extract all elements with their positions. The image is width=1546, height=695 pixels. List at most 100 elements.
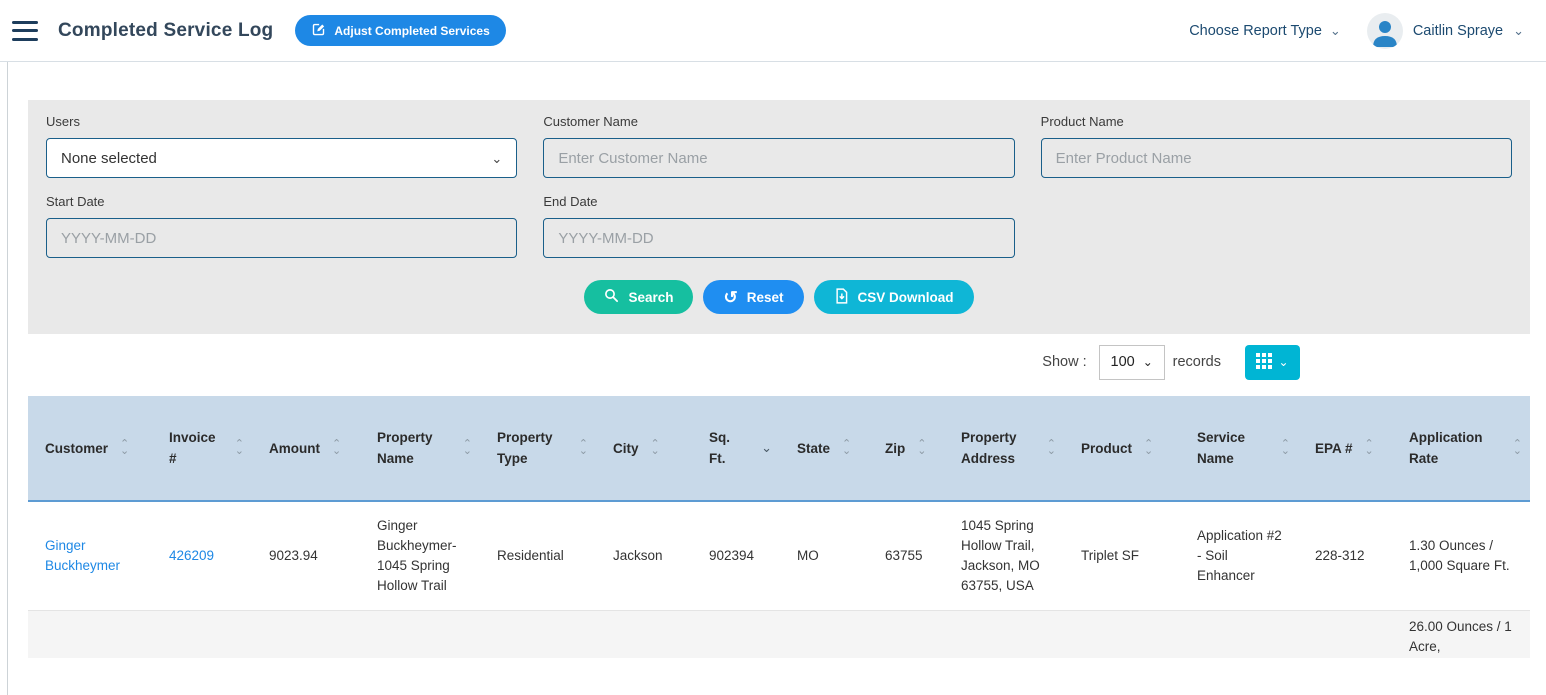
filter-panel: Users None selected ⌄ Customer Name Prod… — [28, 100, 1530, 334]
user-name: Caitlin Spraye — [1412, 22, 1504, 39]
sort-icon: ⌃ ⌄ — [650, 438, 660, 457]
search-icon — [604, 288, 619, 306]
column-header-city[interactable]: City ⌃ ⌄ — [596, 396, 692, 502]
cell-invoice — [152, 611, 252, 658]
customer-name-field: Customer Name — [543, 114, 1015, 178]
column-label: Sq. Ft. — [709, 430, 731, 466]
users-label: Users — [46, 114, 80, 129]
cell-application-rate: 1.30 Ounces / 1,000 Square Ft. — [1409, 538, 1510, 573]
product-name-input[interactable] — [1040, 138, 1512, 178]
column-label: Amount — [269, 440, 320, 456]
cell-product — [1064, 611, 1180, 658]
cell-property-address — [944, 611, 1064, 658]
chevron-down-icon: ⌄ — [491, 150, 503, 166]
column-settings-button[interactable]: ⌄ — [1245, 344, 1300, 380]
column-label: Property Address — [961, 430, 1017, 466]
sort-icon: ⌃ ⌄ — [234, 438, 244, 457]
cell-state — [780, 611, 868, 658]
start-date-input[interactable] — [46, 218, 518, 258]
choose-report-type-dropdown[interactable]: Choose Report Type ⌄ — [1189, 22, 1341, 39]
column-label: Property Name — [377, 430, 433, 466]
reset-icon: ↺ — [723, 287, 738, 307]
cell-customer: Ginger Buckheymer — [28, 501, 152, 611]
csv-download-button[interactable]: CSV Download — [813, 280, 974, 314]
column-label: Application Rate — [1409, 430, 1483, 466]
cell-product: Triplet SF — [1081, 548, 1140, 563]
users-field: Users None selected ⌄ — [46, 114, 518, 178]
sort-icon: ⌃ ⌄ — [1046, 438, 1056, 457]
cell-property-type: Residential — [497, 548, 564, 563]
records-toolbar: Show : 100 ⌄ records ⌄ — [0, 342, 1300, 382]
cell-property-name — [360, 611, 480, 658]
cell-state: MO — [797, 548, 819, 563]
hamburger-menu-icon[interactable] — [12, 20, 38, 41]
cell-property-name: Ginger Buckheymer-1045 Spring Hollow Tra… — [377, 518, 457, 593]
column-header-zip[interactable]: Zip ⌃ ⌄ — [868, 396, 944, 502]
customer-name-input[interactable] — [543, 138, 1015, 178]
completed-services-table: Customer ⌃ ⌄ Invoice # ⌃ ⌄ Amount ⌃ ⌄ Property Na… — [28, 396, 1530, 658]
chevron-down-icon: ⌄ — [1142, 355, 1153, 369]
sort-icon: ⌃ ⌄ — [1364, 438, 1374, 457]
page-title: Completed Service Log — [58, 19, 274, 41]
reset-button[interactable]: ↺ Reset — [703, 280, 804, 314]
sort-icon: ⌃ ⌄ — [1144, 438, 1154, 457]
users-select[interactable]: None selected ⌄ — [46, 138, 518, 178]
show-label: Show : — [1042, 354, 1087, 370]
cell-property-address: 1045 Spring Hollow Trail, Jackson, MO 63… — [961, 518, 1040, 593]
chevron-down-icon: ⌄ — [1513, 23, 1524, 38]
adjust-completed-services-button[interactable]: Adjust Completed Services — [295, 15, 506, 46]
end-date-label: End Date — [543, 194, 598, 209]
column-header-property-type[interactable]: Property Type ⌃ ⌄ — [480, 396, 596, 502]
cell-amount: 9023.94 — [269, 548, 318, 563]
app-header: Completed Service Log Adjust Completed S… — [0, 0, 1546, 62]
column-label: Customer — [45, 440, 109, 456]
table-header-row: Customer ⌃ ⌄ Invoice # ⌃ ⌄ Amount ⌃ ⌄ Property Na… — [28, 396, 1530, 502]
column-label: Zip — [885, 440, 906, 456]
cell-service-name: Application #2 - Soil Enhancer — [1197, 528, 1282, 583]
product-name-label: Product Name — [1040, 114, 1124, 129]
chevron-down-icon: ⌄ — [1329, 23, 1341, 38]
column-header-customer[interactable]: Customer ⌃ ⌄ — [28, 396, 152, 502]
sort-desc-icon: ⌄ — [761, 440, 772, 455]
column-header-product[interactable]: Product ⌃ ⌄ — [1064, 396, 1180, 502]
product-name-field: Product Name — [1040, 114, 1512, 178]
sort-icon: ⌃ ⌄ — [1280, 438, 1290, 457]
column-label: City — [613, 440, 639, 456]
search-button[interactable]: Search — [584, 280, 694, 314]
sort-icon: ⌃ ⌄ — [842, 438, 852, 457]
cell-zip — [868, 611, 944, 658]
column-label: Product — [1081, 440, 1133, 456]
cell-sq-ft — [692, 611, 780, 658]
cell-zip: 63755 — [885, 548, 923, 563]
invoice-link[interactable]: 426209 — [169, 548, 215, 563]
column-header-application-rate[interactable]: Application Rate ⌃ ⌄ — [1392, 396, 1530, 502]
content-left-divider — [7, 62, 8, 695]
column-header-service-name[interactable]: Service Name ⌃ ⌄ — [1180, 396, 1298, 502]
grid-icon — [1256, 352, 1273, 372]
sort-icon: ⌃ ⌄ — [917, 438, 927, 457]
edit-icon — [311, 22, 326, 40]
table-row: 26.00 Ounces / 1 Acre, — [28, 610, 1530, 658]
column-header-property-name[interactable]: Property Name ⌃ ⌄ — [360, 396, 480, 502]
column-header-invoice[interactable]: Invoice # ⌃ ⌄ — [152, 396, 252, 502]
cell-epa: 228-312 — [1315, 548, 1365, 563]
end-date-input[interactable] — [543, 218, 1015, 258]
cell-amount — [252, 611, 360, 658]
column-label: Property Type — [497, 430, 553, 466]
column-header-property-address[interactable]: Property Address ⌃ ⌄ — [944, 396, 1064, 502]
cell-city — [596, 611, 692, 658]
customer-link[interactable]: Ginger Buckheymer — [45, 538, 121, 573]
column-header-state[interactable]: State ⌃ ⌄ — [780, 396, 868, 502]
user-menu[interactable]: Caitlin Spraye ⌄ — [1366, 12, 1524, 49]
table-row: Ginger Buckheymer 426209 9023.94 Ginger Buc… — [28, 501, 1530, 611]
start-date-label: Start Date — [46, 194, 105, 209]
records-per-page-select[interactable]: 100 ⌄ — [1098, 344, 1165, 380]
column-header-sq-ft[interactable]: Sq. Ft. ⌄ — [692, 396, 780, 502]
cell-invoice: 426209 — [152, 501, 252, 611]
table-body: Ginger Buckheymer 426209 9023.94 Ginger Buc… — [28, 501, 1530, 658]
cell-application-rate: 26.00 Ounces / 1 Acre, — [1409, 619, 1512, 655]
column-header-epa[interactable]: EPA # ⌃ ⌄ — [1298, 396, 1392, 502]
cell-epa — [1298, 611, 1392, 658]
column-header-amount[interactable]: Amount ⌃ ⌄ — [252, 396, 360, 502]
avatar — [1366, 12, 1403, 49]
